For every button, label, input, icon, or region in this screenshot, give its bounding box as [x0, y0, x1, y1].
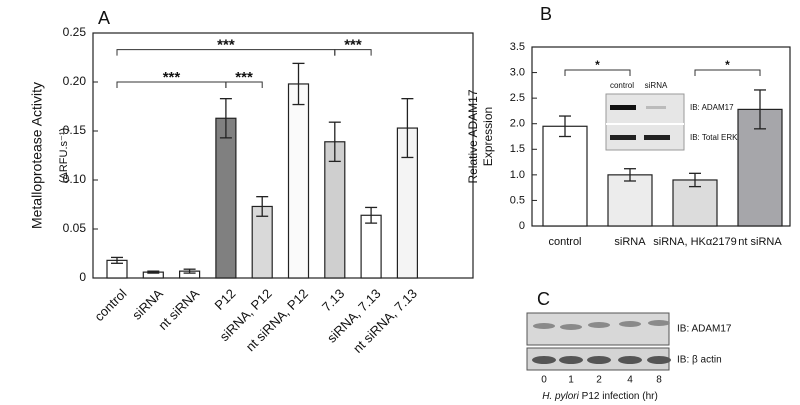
blot-band	[610, 135, 636, 140]
y-tick-label: 0.25	[63, 25, 87, 39]
lane-label: 0	[541, 375, 547, 386]
bar	[607, 174, 653, 227]
significance-label: ***	[344, 37, 362, 54]
x-tick-label: nt siRNA	[738, 236, 782, 248]
blot-label: IB: ADAM17	[677, 324, 732, 335]
blot-band	[644, 135, 670, 140]
x-tick-label: control	[91, 286, 129, 324]
error-bar	[365, 206, 378, 224]
y-tick-label: 0.05	[63, 221, 87, 235]
y-axis-label: Expression	[481, 107, 495, 166]
x-tick-label: 7.13	[319, 286, 348, 315]
significance-label: ***	[163, 69, 181, 86]
y-tick-label: 3.0	[510, 66, 525, 78]
significance-bracket	[334, 49, 372, 56]
lane-label: 8	[656, 375, 662, 386]
significance-bracket	[564, 69, 631, 77]
y-axis-label: Metalloprotease Activity	[29, 82, 45, 229]
blot-band	[646, 106, 666, 109]
y-tick-label: 1.0	[510, 169, 525, 181]
x-tick-label: nt siRNA	[155, 286, 202, 333]
error-bar	[328, 121, 341, 163]
x-axis-label: H. pylori P12 infection (hr)	[542, 391, 658, 402]
lane-label: 4	[627, 375, 633, 386]
significance-label: *	[725, 58, 730, 72]
y-tick-label: 0.5	[510, 194, 525, 206]
error-bar	[292, 62, 305, 106]
y-tick-label: 2.5	[510, 92, 525, 104]
y-tick-label: 1.5	[510, 143, 525, 155]
significance-label: ***	[235, 69, 253, 86]
bar	[287, 83, 310, 279]
bar	[215, 117, 237, 279]
error-bar	[689, 172, 701, 188]
x-tick-label: P12	[211, 286, 238, 313]
inset-lane-label: siRNA	[645, 81, 668, 90]
blot-band	[610, 105, 636, 110]
inset-blot-label: IB: Total ERK	[690, 133, 738, 142]
significance-label: *	[595, 58, 600, 72]
panel-c: C IB: ADAM17 IB: β actin 0 1 2 4 8 H. py…	[526, 289, 732, 402]
x-axis-label-italic: H. pylori	[542, 391, 579, 402]
significance-bracket	[694, 69, 761, 77]
error-bar	[219, 98, 232, 139]
error-bar	[256, 196, 269, 217]
error-bar	[754, 89, 766, 130]
error-bar	[111, 256, 123, 264]
error-bar	[559, 115, 571, 138]
lane-label: 2	[596, 375, 602, 386]
error-bar	[147, 270, 160, 274]
blot-label: IB: β actin	[677, 355, 722, 366]
y-tick-label: 0	[79, 270, 86, 284]
bar	[360, 214, 382, 279]
bar	[251, 205, 273, 279]
x-tick-label: siRNA	[614, 236, 646, 248]
bar	[672, 179, 718, 227]
x-axis-label-rest: P12 infection (hr)	[582, 391, 658, 402]
y-tick-label: 0.20	[63, 74, 87, 88]
y-tick-label: 0	[519, 220, 525, 232]
plot-frame	[92, 32, 474, 279]
significance-label: ***	[217, 37, 235, 54]
blot-bands	[533, 320, 670, 330]
bar	[542, 125, 588, 227]
inset-blot	[605, 93, 685, 151]
inset-lane-label: control	[610, 81, 634, 90]
bar	[324, 141, 346, 279]
y-tick-label: 3.5	[510, 41, 525, 53]
error-bar	[401, 98, 414, 159]
lane-label: 1	[568, 375, 574, 386]
y-tick-label: 0.10	[63, 172, 87, 186]
panel-label: B	[540, 4, 552, 24]
x-tick-label: nt siRNA, 7.13	[350, 286, 420, 356]
x-tick-label: control	[548, 236, 581, 248]
y-tick-label: 2.0	[510, 118, 525, 130]
x-tick-label: siRNA, HKα2179	[653, 236, 736, 248]
panel-label: C	[537, 289, 550, 309]
y-axis-label: (ΔRFU.s⁻¹)	[58, 128, 70, 183]
error-bar	[183, 268, 196, 274]
significance-bracket	[225, 81, 263, 88]
y-tick-label: 0.15	[63, 123, 87, 137]
panel-label: A	[98, 8, 110, 28]
blot-bands	[532, 356, 671, 364]
error-bar	[624, 168, 636, 182]
blot	[526, 312, 670, 346]
plot-frame	[531, 46, 791, 227]
inset-blot-label: IB: ADAM17	[690, 103, 734, 112]
y-axis-label: Relative ADAM17	[466, 89, 480, 183]
